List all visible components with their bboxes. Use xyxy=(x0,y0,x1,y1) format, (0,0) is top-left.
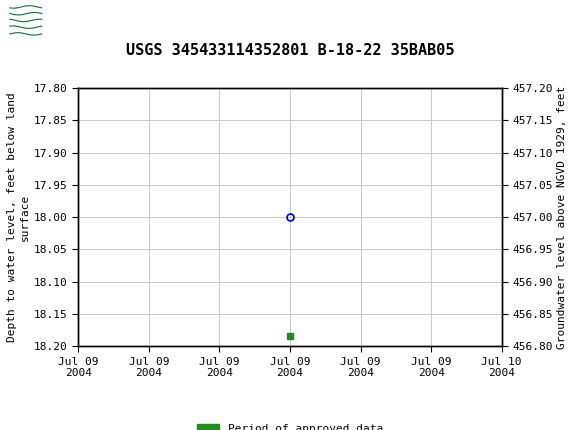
Text: USGS 345433114352801 B-18-22 35BAB05: USGS 345433114352801 B-18-22 35BAB05 xyxy=(126,43,454,58)
Legend: Period of approved data: Period of approved data xyxy=(193,420,387,430)
Y-axis label: Depth to water level, feet below land
surface: Depth to water level, feet below land su… xyxy=(7,92,30,342)
Y-axis label: Groundwater level above NGVD 1929, feet: Groundwater level above NGVD 1929, feet xyxy=(557,86,567,349)
Bar xyxy=(7,5,45,36)
Text: USGS: USGS xyxy=(50,10,114,31)
